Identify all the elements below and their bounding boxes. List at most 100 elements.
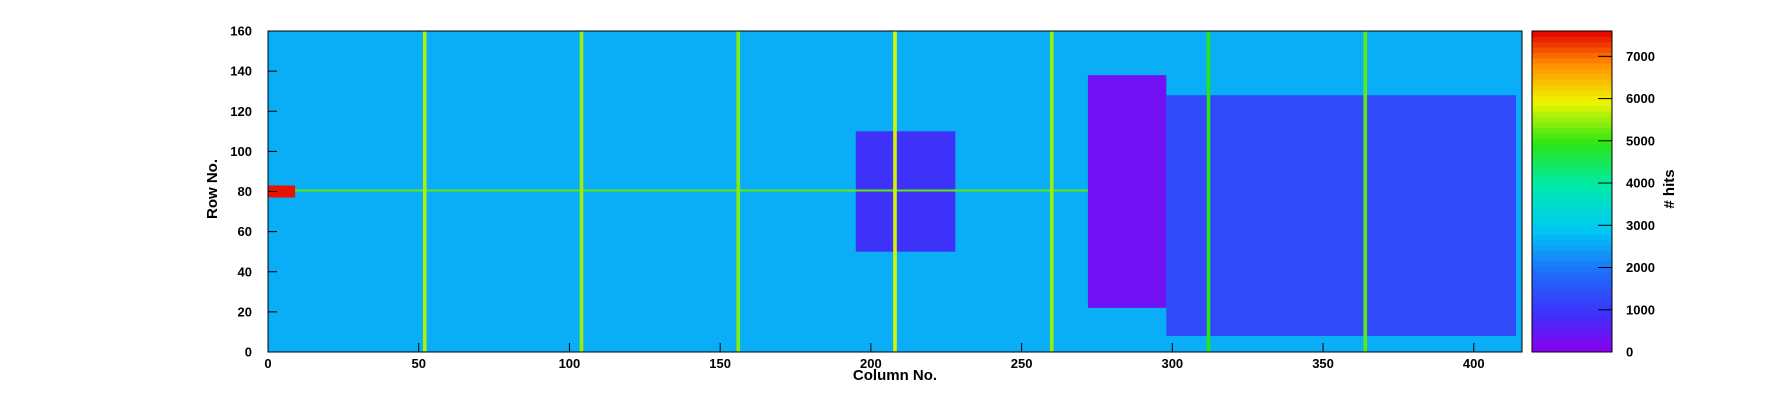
heatmap-hot-column: [1363, 31, 1368, 352]
y-tick-label: 160: [230, 24, 252, 39]
heatmap-hot-spot: [268, 185, 296, 198]
y-tick-label: 60: [238, 224, 252, 239]
x-tick-label: 150: [709, 356, 731, 371]
color-scale-segment: [1532, 148, 1612, 155]
y-tick-label: 140: [230, 64, 252, 79]
color-scale-segment: [1532, 239, 1612, 246]
z-tick-label: 0: [1626, 345, 1633, 360]
color-scale-segment: [1532, 298, 1612, 305]
color-scale-segment: [1532, 138, 1612, 144]
heatmap-low-region: [1087, 75, 1167, 308]
color-scale-segment: [1532, 223, 1612, 230]
color-scale-segment: [1532, 180, 1612, 187]
y-tick-label: 20: [238, 304, 252, 319]
color-scale-segment: [1532, 63, 1612, 69]
color-scale-segment: [1532, 234, 1612, 241]
color-scale-segment: [1532, 250, 1612, 257]
x-tick-label: 200: [860, 356, 882, 371]
color-scale-segment: [1532, 202, 1612, 209]
x-tick-label: 250: [1011, 356, 1033, 371]
heatmap-hot-column: [1049, 31, 1054, 352]
color-scale-segment: [1532, 346, 1612, 353]
heatmap-hot-column: [1206, 31, 1211, 352]
color-scale-segment: [1532, 218, 1612, 225]
color-scale-segment: [1532, 127, 1612, 134]
color-scale-segment: [1532, 196, 1612, 203]
color-scale-segment: [1532, 191, 1612, 198]
x-tick-label: 300: [1161, 356, 1183, 371]
x-tick-label: 100: [559, 356, 581, 371]
z-tick-label: 1000: [1626, 302, 1655, 317]
color-scale-segment: [1532, 52, 1612, 59]
color-scale-segment: [1532, 303, 1612, 310]
color-scale-segment: [1532, 36, 1612, 43]
z-tick-label: 3000: [1626, 218, 1655, 233]
color-scale-segment: [1532, 84, 1612, 91]
z-tick-label: 2000: [1626, 260, 1655, 275]
heatmap-hot-column: [893, 31, 897, 352]
color-scale-segment: [1532, 105, 1612, 112]
color-scale-segment: [1532, 228, 1612, 235]
color-scale-segment: [1532, 277, 1612, 283]
color-scale-segment: [1532, 159, 1612, 166]
color-scale-segment: [1532, 95, 1612, 102]
color-scale-segment: [1532, 245, 1612, 251]
color-scale-segment: [1532, 261, 1612, 267]
z-axis-title: # hits: [1661, 169, 1678, 208]
color-scale-segment: [1532, 154, 1612, 160]
heatmap-low-region: [1166, 95, 1516, 336]
y-tick-label: 120: [230, 104, 252, 119]
x-tick-label: 400: [1463, 356, 1485, 371]
color-scale-segment: [1532, 186, 1612, 192]
color-scale-segment: [1532, 330, 1612, 337]
color-scale-segment: [1532, 271, 1612, 278]
heatmap-hot-column: [579, 31, 584, 352]
color-scale-segment: [1532, 309, 1612, 316]
color-scale-segment: [1532, 175, 1612, 182]
color-scale-segment: [1532, 132, 1612, 139]
y-axis-title: Row No.: [204, 159, 221, 219]
heatmap-hot-column: [736, 31, 741, 352]
color-scale-segment: [1532, 335, 1612, 342]
z-tick-label: 4000: [1626, 176, 1655, 191]
color-scale-segment: [1532, 314, 1612, 321]
color-scale-segment: [1532, 143, 1612, 150]
color-scale-segment: [1532, 319, 1612, 326]
color-scale-segment: [1532, 293, 1612, 299]
y-tick-label: 40: [238, 264, 252, 279]
x-axis-title: Column No.: [853, 367, 937, 384]
color-scale-segment: [1532, 100, 1612, 107]
color-scale-segment: [1532, 170, 1612, 176]
z-tick-label: 5000: [1626, 133, 1655, 148]
color-scale-segment: [1532, 287, 1612, 294]
heatmap-hot-row: [268, 189, 1088, 192]
x-tick-label: 0: [264, 356, 271, 371]
y-tick-label: 100: [230, 144, 252, 159]
x-tick-label: 50: [411, 356, 425, 371]
color-scale-segment: [1532, 73, 1612, 80]
color-scale-segment: [1532, 68, 1612, 75]
color-scale-segment: [1532, 116, 1612, 123]
color-scale-segment: [1532, 266, 1612, 273]
color-scale-segment: [1532, 212, 1612, 219]
color-scale-segment: [1532, 121, 1612, 128]
y-tick-label: 80: [238, 184, 252, 199]
y-tick-label: 0: [245, 345, 252, 360]
color-scale-segment: [1532, 282, 1612, 289]
color-scale-segment: [1532, 111, 1612, 118]
x-tick-label: 350: [1312, 356, 1334, 371]
plot-area: [267, 30, 1523, 353]
color-scale-segment: [1532, 325, 1612, 332]
heatmap-hot-column: [422, 31, 427, 352]
color-scale-segment: [1532, 207, 1612, 214]
x-axis: 0 50 100 150 200 250 300 350 400: [264, 343, 1485, 371]
color-scale-segment: [1532, 164, 1612, 171]
y-axis: 0 20 40 60 80 100 120 140 160: [230, 24, 277, 360]
color-scale-segment: [1532, 255, 1612, 262]
z-tick-label: 7000: [1626, 49, 1655, 64]
color-scale-segment: [1532, 31, 1612, 37]
color-scale-segment: [1532, 79, 1612, 85]
color-scale-segment: [1532, 47, 1612, 53]
z-axis: 0 1000 2000 3000 4000 5000 6000 7000: [1598, 49, 1655, 360]
